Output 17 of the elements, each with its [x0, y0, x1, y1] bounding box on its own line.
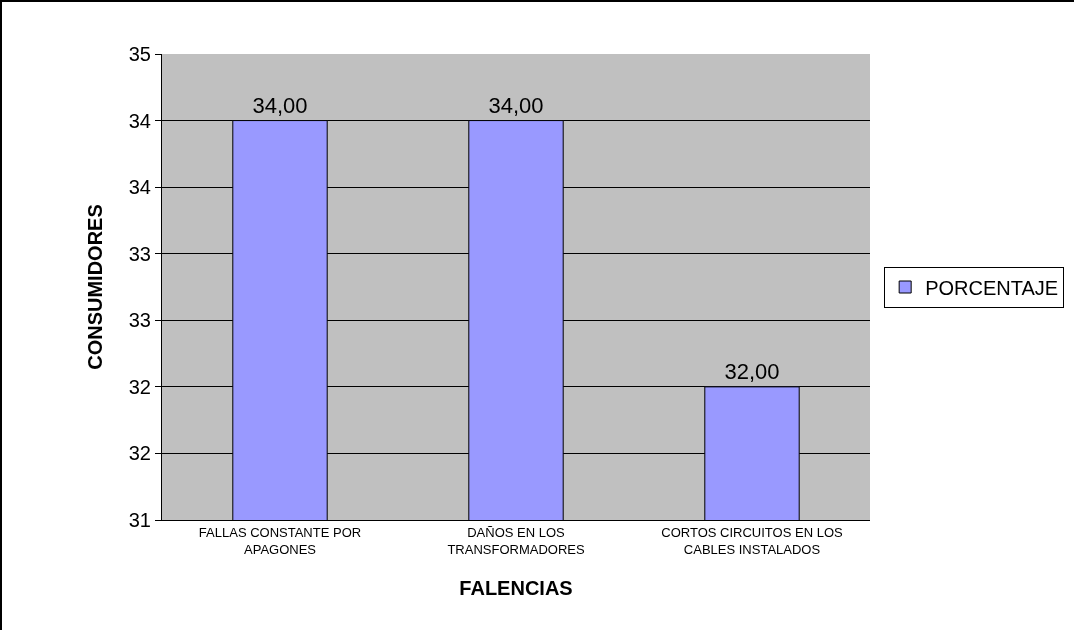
y-tick-label: 32 [128, 375, 151, 398]
y-tick-label: 34 [128, 176, 151, 199]
data-label: 34,00 [488, 92, 544, 118]
x-tick-label: CORTOS CIRCUITOS EN LOS CABLES INSTALADOS [661, 524, 843, 557]
y-tick-label: 32 [128, 442, 151, 465]
data-label: 34,00 [252, 92, 308, 118]
y-tick-label: 33 [128, 309, 151, 332]
x-axis-title: FALENCIAS [459, 577, 573, 599]
x-tick-label: FALLAS CONSTANTE POR APAGONES [198, 524, 362, 557]
x-tick-label: DAÑOS EN LOS TRANSFORMADORES [447, 524, 585, 557]
y-axis-title: CONSUMIDORES [84, 204, 107, 370]
y-tick-label: 34 [128, 109, 151, 132]
y-tick-label: 35 [128, 43, 151, 65]
legend-label: PORCENTAJE [925, 276, 1059, 299]
data-label: 32,00 [724, 358, 780, 384]
y-tick-label: 31 [128, 509, 151, 531]
y-tick-label: 33 [128, 242, 151, 265]
